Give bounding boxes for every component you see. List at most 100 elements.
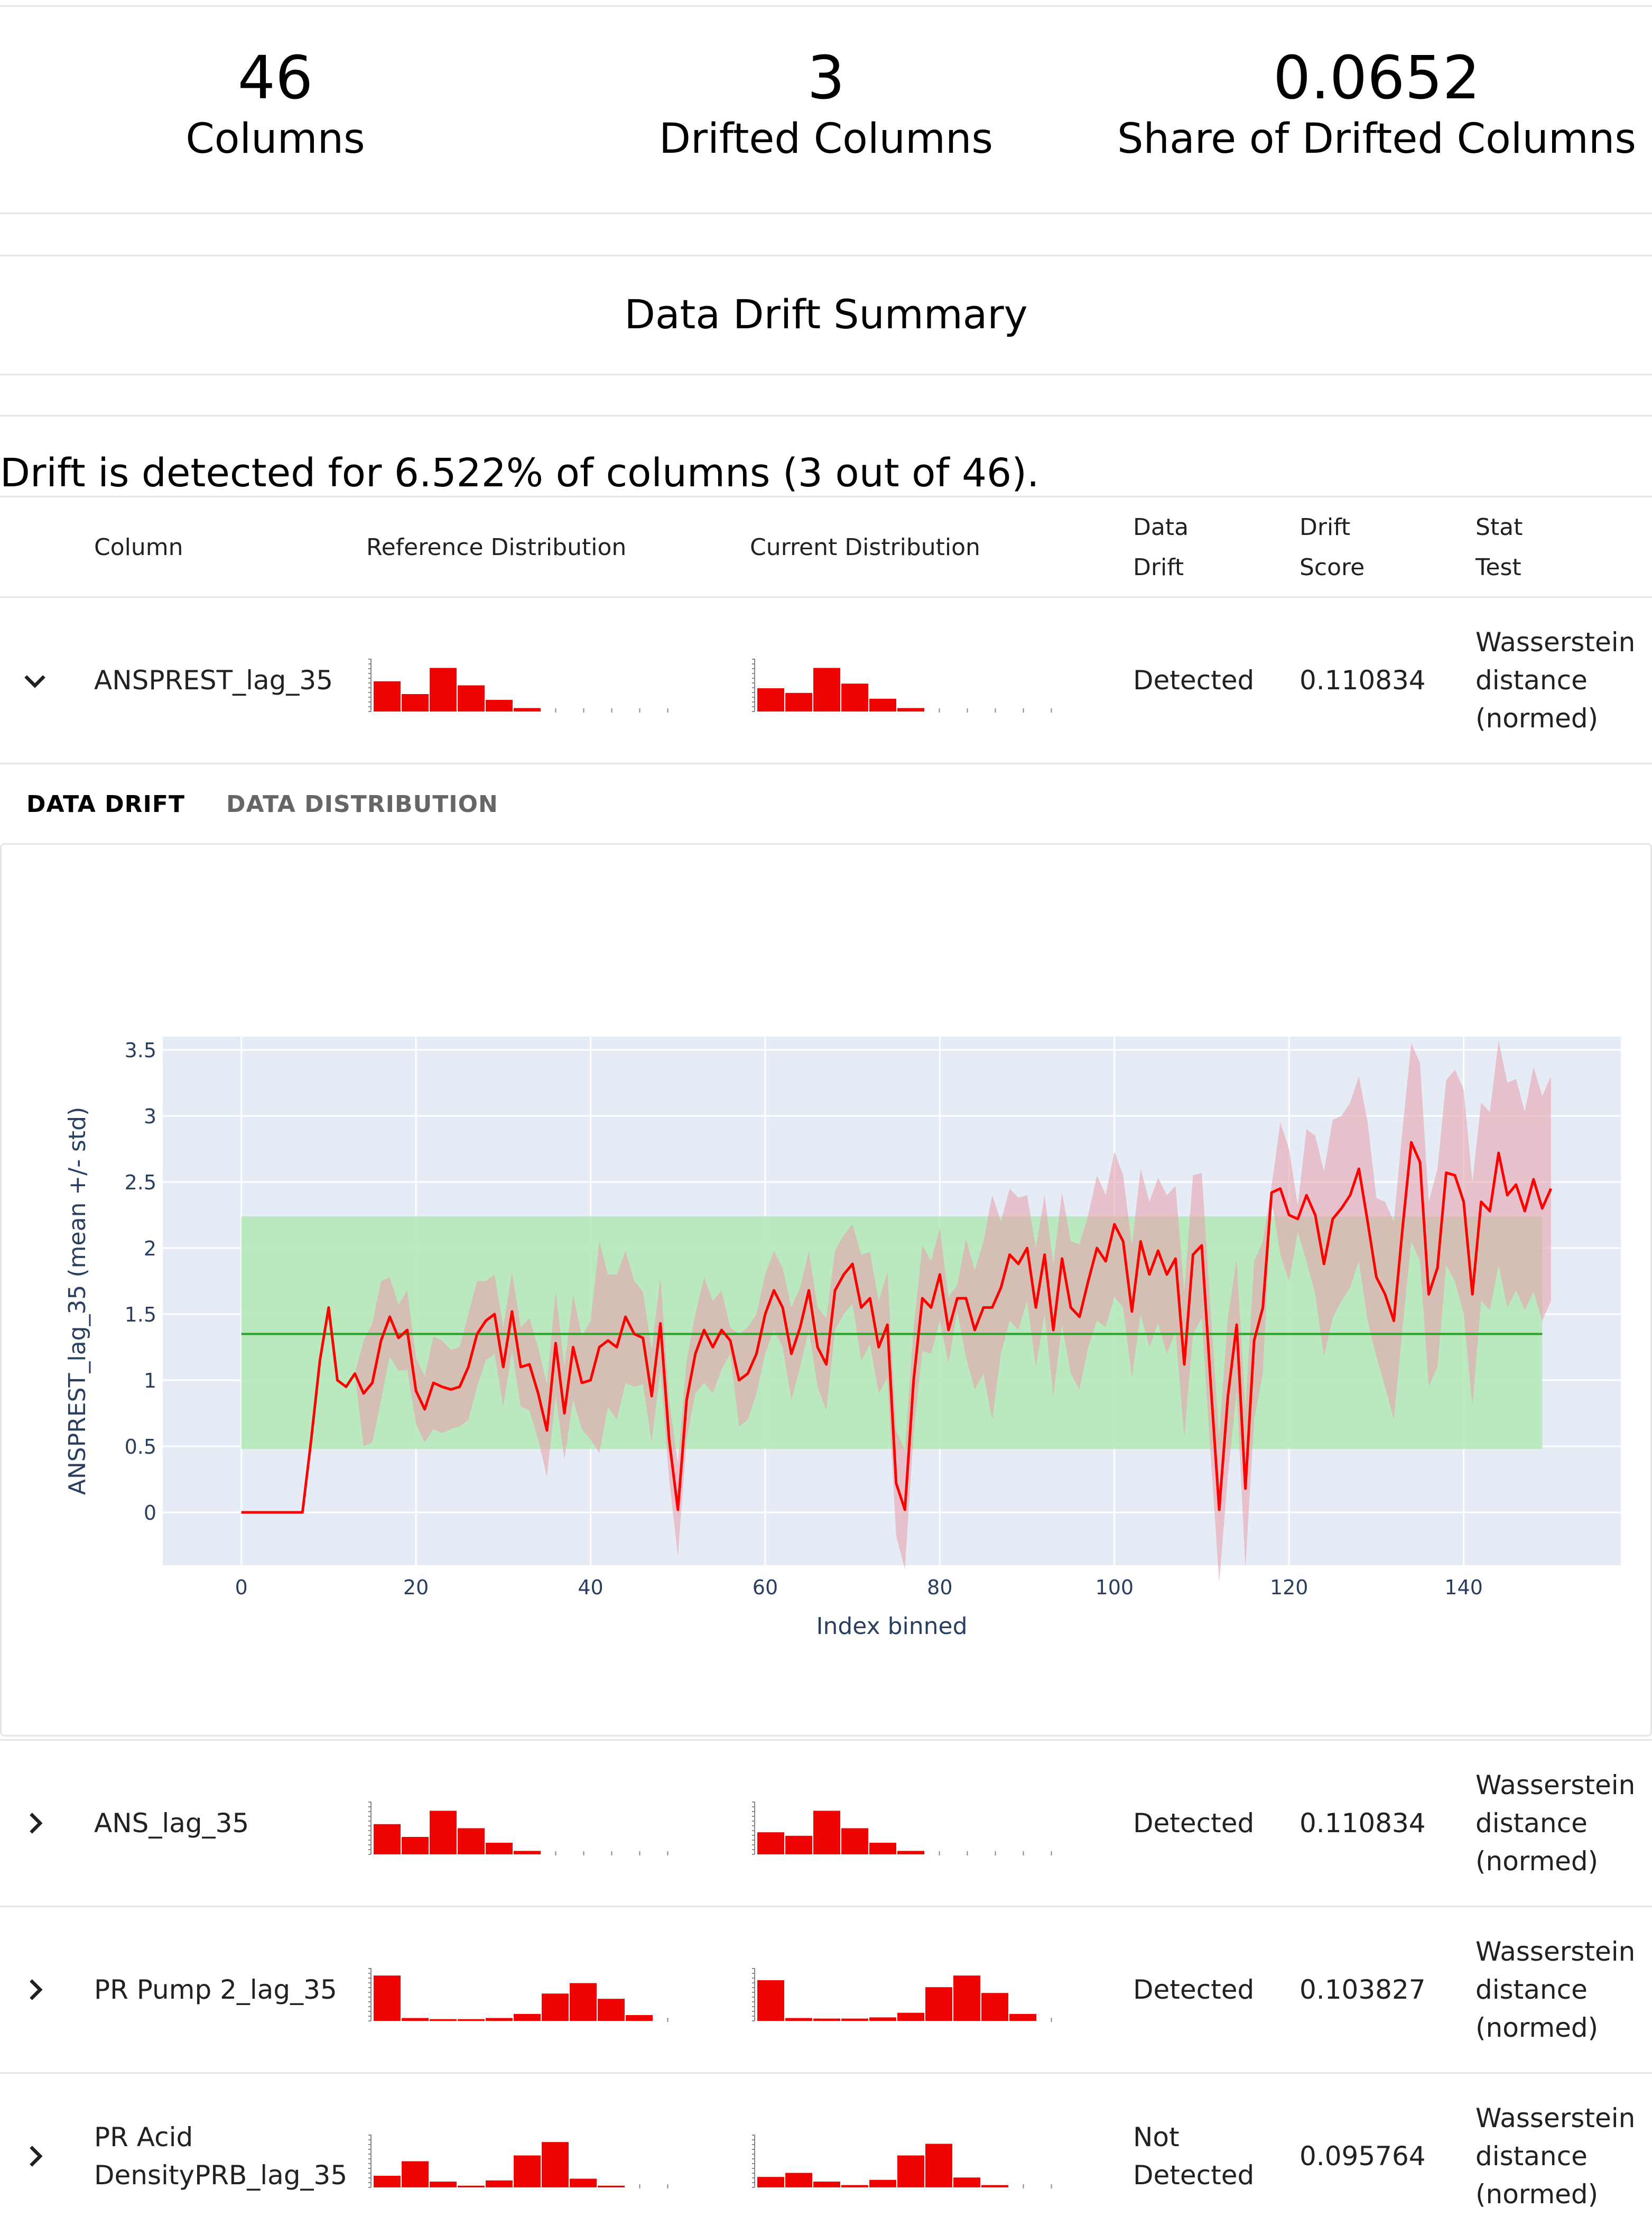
histogram-bar [981, 2185, 1008, 2187]
y-axis-title: ANSPREST_lag_35 (mean +/- std) [64, 1107, 91, 1495]
header-data-drift-line1: Data [1133, 514, 1189, 541]
histogram-bar [869, 698, 896, 712]
row-drift-score: 0.103827 [1300, 1974, 1426, 2005]
histogram-bar [430, 2019, 457, 2021]
header-column[interactable]: Column [94, 534, 183, 561]
divider [0, 2072, 1652, 2074]
histogram-bar [813, 2182, 840, 2187]
histogram-bar [542, 1993, 569, 2021]
y-tick-label: 2.5 [125, 1171, 156, 1194]
row-stat-test: Wasserstein distance (normed) [1475, 1766, 1635, 1880]
histogram-bar [841, 2018, 868, 2021]
histogram-bar [374, 681, 401, 712]
header-current-distribution: Current Distribution [750, 534, 980, 561]
histogram-bar [953, 2177, 980, 2187]
histogram-bar [925, 2144, 952, 2187]
histogram-bar [785, 2018, 812, 2021]
histogram-bar [458, 685, 485, 712]
summary-title: Data Drift Summary [624, 291, 1028, 338]
row-data-drift-line1: Not [1133, 2122, 1180, 2153]
histogram-bar [486, 700, 513, 712]
tab-data-distribution[interactable]: DATA DISTRIBUTION [226, 791, 498, 818]
header-stat-test[interactable]: Stat Test [1475, 507, 1523, 588]
x-tick-label: 40 [578, 1576, 603, 1599]
table-row: PR Acid DensityPRB_lag_35 Not Detected 0… [0, 2074, 1652, 2226]
histogram-bar [869, 2179, 896, 2187]
tab-data-drift[interactable]: DATA DRIFT [26, 791, 185, 818]
row-data-drift: Detected [1133, 665, 1255, 696]
row-column-name-line1: PR Acid [94, 2122, 193, 2153]
histogram-bar [458, 2019, 485, 2021]
histogram-bar [374, 1975, 401, 2021]
histogram-bar [897, 2012, 924, 2021]
chart-panel: 0 0.5 1 1.5 2 2.5 3 3.5 0 20 40 60 80 100 120 140 Index … [0, 843, 1652, 1737]
row-data-drift: Detected [1133, 1974, 1255, 2005]
y-tick-label: 0.5 [125, 1435, 156, 1458]
counter-value: 46 [237, 44, 313, 113]
histogram-bar [785, 2173, 812, 2187]
row-column-name: ANS_lag_35 [94, 1808, 249, 1839]
counters-card: 46 Columns 3 Drifted Columns 0.0652 Shar… [0, 5, 1652, 214]
histogram-bar [953, 1975, 980, 2021]
summary-card: Data Drift Summary [0, 255, 1652, 375]
histogram-bar [897, 2155, 924, 2187]
histogram-bar [402, 2018, 429, 2021]
histogram-bar [458, 2185, 485, 2187]
reference-distribution-histogram [368, 1968, 669, 2022]
histogram-bar [925, 1987, 952, 2021]
y-tick-label: 3.5 [125, 1039, 156, 1062]
histogram-bar [542, 2142, 569, 2187]
stat-test-line2: distance [1475, 2141, 1588, 2172]
chevron-right-icon[interactable] [19, 1807, 51, 1839]
histogram-bar [570, 1983, 597, 2021]
current-mean-line [241, 1141, 1553, 1514]
row-data-drift: Not Detected [1133, 2118, 1254, 2194]
histogram-bar [813, 2018, 840, 2021]
histogram-bar [757, 1980, 784, 2021]
histogram-bar [598, 1999, 625, 2021]
stat-test-line2: distance [1475, 1808, 1588, 1839]
current-distribution-histogram [752, 659, 1052, 713]
histogram-bar [430, 2182, 457, 2187]
histogram-bar [430, 668, 457, 712]
stat-test-line2: distance [1475, 1974, 1588, 2005]
stat-test-line3: (normed) [1475, 1846, 1599, 1877]
histogram-bar [813, 1811, 840, 1854]
header-stat-test-line2: Test [1475, 554, 1521, 581]
counter-share-drifted: 0.0652 Share of Drifted Columns [1101, 44, 1652, 165]
header-stat-test-line1: Stat [1475, 514, 1523, 541]
histogram-bar [841, 683, 868, 712]
stat-test-line1: Wasserstein [1475, 1936, 1636, 1967]
header-drift-score[interactable]: Drift Score [1300, 507, 1365, 588]
histogram-bar [486, 2018, 513, 2021]
histogram-bar [570, 2178, 597, 2187]
current-distribution-histogram [752, 2135, 1052, 2188]
histogram-bar [514, 2013, 541, 2021]
divider [0, 415, 1652, 417]
histogram-bar [486, 1843, 513, 1854]
row-column-name: ANSPREST_lag_35 [94, 665, 333, 696]
counter-label: Drifted Columns [658, 115, 994, 163]
stat-test-line1: Wasserstein [1475, 1770, 1636, 1800]
header-data-drift-line2: Drift [1133, 554, 1184, 581]
row-column-name: PR Pump 2_lag_35 [94, 1974, 337, 2005]
reference-distribution-histogram [368, 2135, 669, 2188]
x-axis-title: Index binned [816, 1613, 967, 1640]
chevron-right-icon[interactable] [19, 1974, 51, 2006]
histogram-bar [514, 2155, 541, 2187]
row-stat-test: Wasserstein distance (normed) [1475, 623, 1635, 737]
drift-chart[interactable]: 0 0.5 1 1.5 2 2.5 3 3.5 0 20 40 60 80 100 120 140 Index … [2, 845, 1650, 1735]
chevron-down-icon[interactable] [19, 664, 51, 696]
header-data-drift[interactable]: Data Drift [1133, 507, 1189, 588]
stat-test-line3: (normed) [1475, 2012, 1599, 2043]
histogram-bar [785, 1835, 812, 1854]
histogram-bar [374, 1824, 401, 1854]
x-tick-label: 0 [235, 1576, 248, 1599]
histogram-bar [626, 2015, 653, 2021]
histogram-bar [458, 1828, 485, 1854]
row-column-name-line2: DensityPRB_lag_35 [94, 2160, 348, 2191]
stat-test-line1: Wasserstein [1475, 627, 1636, 658]
chevron-right-icon[interactable] [19, 2140, 51, 2172]
histogram-bar [785, 692, 812, 712]
histogram-bar [402, 1837, 429, 1854]
